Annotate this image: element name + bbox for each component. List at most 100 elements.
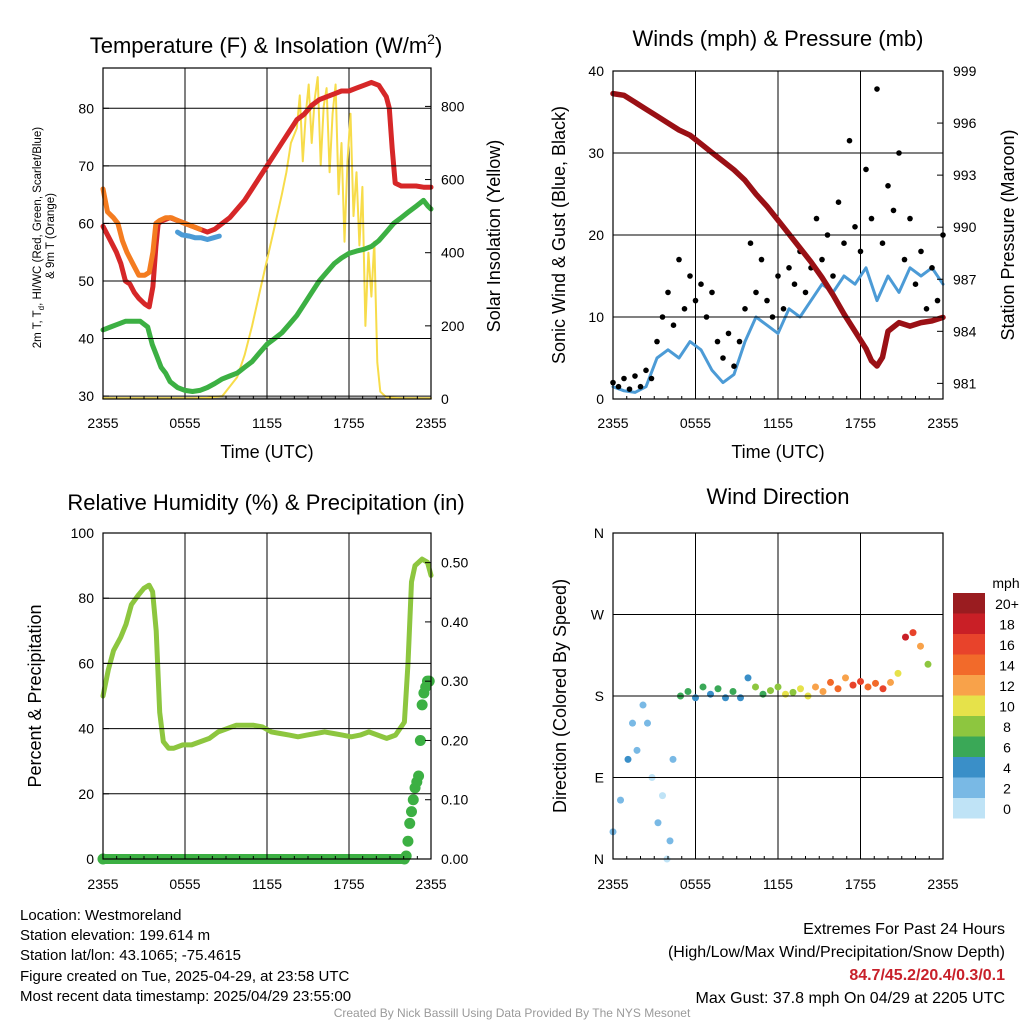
direction-point — [714, 685, 722, 693]
direction-point — [924, 660, 932, 668]
y-tick-label: 80 — [78, 590, 94, 606]
x-tick-label: 1155 — [252, 876, 282, 892]
colorbar-swatch — [953, 593, 985, 614]
direction-point — [659, 792, 666, 800]
y-tick-label: S — [595, 688, 604, 704]
direction-point — [834, 685, 842, 693]
y-tick-label: 0 — [596, 391, 604, 407]
precip-point — [416, 699, 428, 711]
winds-xlabel: Time (UTC) — [731, 442, 824, 462]
speed-colorbar: 20+ 18 16 14 12 10 8 6 4 2 0 — [953, 593, 1019, 819]
gust-point — [709, 289, 715, 296]
max-gust: Max Gust: 37.8 mph On 04/29 at 2205 UTC — [695, 990, 1006, 1007]
gust-point — [670, 322, 677, 329]
y-tick-label-right: 981 — [953, 375, 977, 391]
hiwc-blue-line — [175, 229, 222, 242]
precip-point — [404, 817, 416, 829]
y-tick-label-right: 0.10 — [441, 792, 468, 808]
gust-point — [758, 256, 765, 263]
gust-point — [901, 256, 908, 263]
station-latlon: Station lat/lon: 43.1065; -75.4615 — [20, 947, 242, 965]
colorbar-swatch — [953, 757, 985, 778]
gust-point — [692, 297, 699, 304]
gust-point — [912, 281, 919, 288]
humidity-grid — [184, 533, 350, 859]
y-tick-label: 10 — [588, 309, 604, 325]
colorbar-swatch — [953, 613, 985, 634]
direction-point — [699, 683, 707, 691]
x-tick-label: 0555 — [169, 876, 200, 892]
x-tick-label: 2355 — [87, 415, 118, 431]
direction-point — [624, 755, 632, 763]
colorbar-level-label: 4 — [1003, 760, 1011, 776]
y-tick-label: 80 — [78, 100, 94, 116]
temperature-panel: Temperature (F) & Insolation (W/m2) 30 40… — [32, 31, 504, 462]
x-tick-label: 1755 — [333, 876, 364, 892]
x-tick-label: 2355 — [597, 415, 628, 431]
colorbar-level-label: 0 — [1003, 801, 1011, 817]
direction-point — [864, 683, 872, 691]
y-tick-label: E — [595, 770, 604, 786]
y-tick-label: 20 — [588, 227, 604, 243]
precip-point — [400, 850, 412, 862]
humidity-ylabel: Percent & Precipitation — [25, 604, 45, 787]
direction-point — [797, 685, 804, 693]
gust-point — [929, 265, 935, 271]
temperature-xlabel: Time (UTC) — [220, 442, 313, 462]
precip-point — [402, 835, 414, 847]
pressure-line — [610, 90, 946, 369]
winds-ylabel: Sonic Wind & Gust (Blue, Black) — [549, 106, 569, 364]
extremes-values: 84.7/45.2/20.4/0.3/0.1 — [849, 967, 1005, 984]
gust-point — [868, 215, 875, 222]
gust-point — [879, 240, 886, 246]
y-tick-label: 20 — [78, 786, 94, 802]
direction-point — [617, 796, 624, 804]
insolation-yellow-line — [102, 76, 432, 400]
direction-point — [644, 719, 651, 727]
gust-point — [835, 199, 842, 205]
direction-point — [752, 683, 759, 691]
x-tick-label: 1155 — [763, 876, 793, 892]
y-tick-label: 60 — [78, 655, 94, 671]
gust-point — [841, 240, 847, 246]
gust-point — [934, 297, 941, 304]
direction-point — [633, 746, 641, 754]
colorbar-swatch — [953, 777, 985, 798]
direction-point — [917, 642, 924, 650]
gust-point — [890, 207, 897, 214]
direction-point — [842, 674, 849, 682]
extremes-subtitle: (High/Low/Max Wind/Precipitation/Snow De… — [667, 944, 1005, 961]
direction-point — [737, 694, 744, 702]
y-tick-label-right: 0 — [441, 391, 449, 407]
direction-point — [759, 690, 767, 698]
gust-point — [654, 338, 660, 345]
temperature-ylabel: 2m T, Td, HI/WC (Red, Green, Scarlet/Blu… — [32, 124, 57, 349]
gust-point — [863, 166, 869, 173]
gust-point — [780, 306, 787, 312]
direction-point — [909, 629, 917, 637]
gust-point — [632, 373, 638, 379]
gust-point — [786, 265, 792, 271]
direction-point — [857, 678, 864, 686]
direction-point — [729, 687, 737, 695]
direction-point — [812, 683, 819, 691]
gust-point — [857, 248, 864, 255]
colorbar-level-label: 8 — [1003, 719, 1011, 735]
direction-panel: Wind Direction N E S W N 2355 0555 1155 1755 2355… — [550, 484, 1020, 892]
y-tick-label-right: 984 — [953, 323, 977, 339]
colorbar-swatch — [953, 736, 985, 757]
extremes-title: Extremes For Past 24 Hours — [803, 921, 1005, 938]
direction-point — [684, 687, 692, 695]
x-tick-label: 1755 — [333, 415, 364, 431]
gust-point — [736, 338, 743, 345]
gust-point — [714, 338, 721, 345]
gust-point — [874, 86, 880, 92]
gust-point — [725, 330, 732, 337]
y-tick-label: 60 — [78, 215, 94, 231]
y-tick-label-right: 999 — [953, 63, 977, 79]
direction-point — [629, 719, 636, 727]
x-tick-label: 0555 — [680, 876, 711, 892]
gust-point — [643, 367, 649, 374]
